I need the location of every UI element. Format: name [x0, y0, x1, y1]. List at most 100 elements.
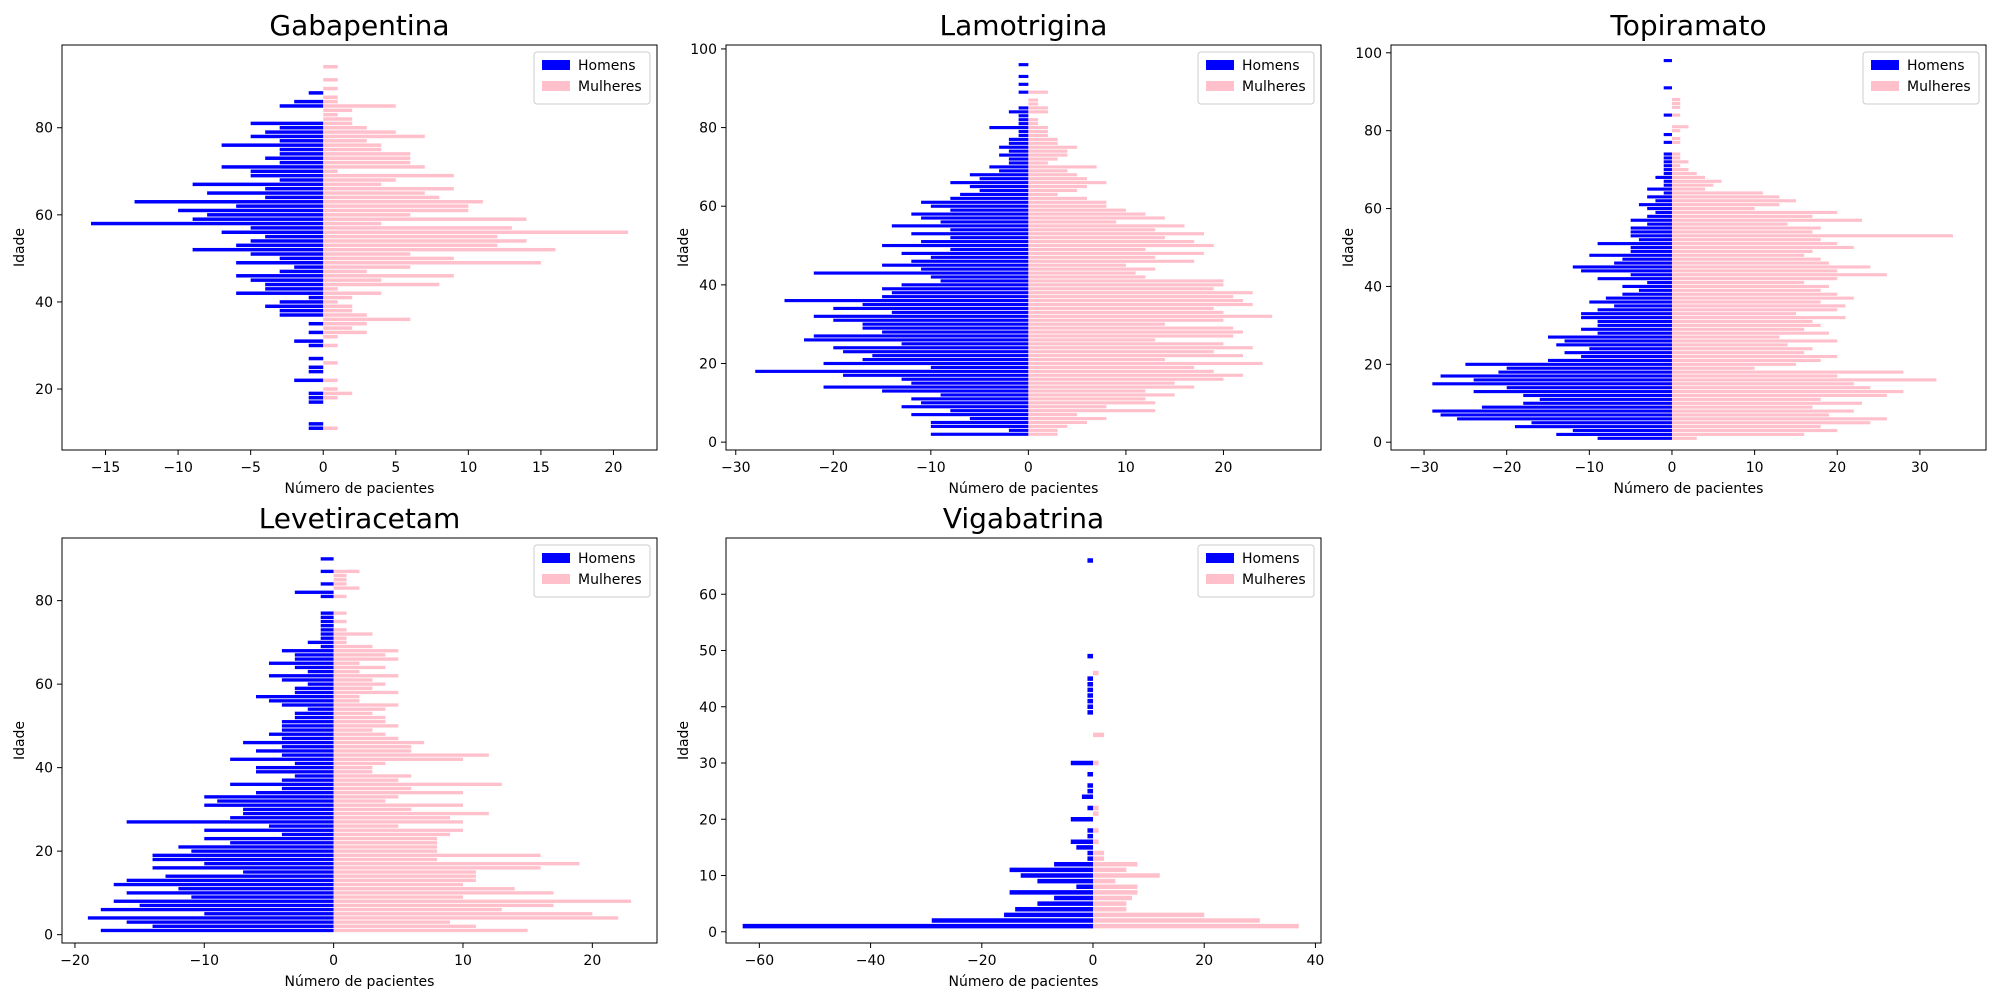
bar [940, 393, 1029, 397]
bar [192, 217, 324, 221]
bar [323, 99, 338, 104]
panel-levetiracetam: −20 −10 0 10 20 0 20 40 60 80 Levetiracetam Número … [12, 502, 658, 990]
bar [1671, 125, 1689, 129]
bar [1671, 187, 1706, 191]
bar [333, 791, 463, 795]
bar [333, 644, 373, 649]
bar [1671, 312, 1796, 316]
bar [1671, 113, 1681, 117]
bar [333, 916, 619, 920]
bar [1548, 358, 1672, 362]
bar [294, 265, 324, 269]
bar [204, 912, 334, 916]
bar [1028, 413, 1078, 417]
bar [1028, 267, 1156, 271]
bar [1028, 279, 1224, 283]
bar [1671, 417, 1887, 421]
bar [320, 594, 334, 599]
axes-frame [61, 537, 658, 944]
bar [862, 302, 1029, 307]
bar [1671, 253, 1805, 257]
bar [308, 330, 324, 335]
bar [1671, 171, 1697, 176]
series-homens [755, 63, 1029, 436]
bar [204, 836, 334, 841]
bar [930, 420, 1029, 425]
bar [323, 186, 454, 191]
bar [281, 786, 334, 791]
bar [1663, 86, 1672, 90]
bar [294, 653, 334, 657]
bar [323, 265, 411, 269]
y-tick-label: 80 [699, 121, 717, 137]
bar [1548, 335, 1672, 339]
bar [1028, 405, 1107, 409]
bar [1028, 247, 1146, 252]
bar [333, 882, 463, 887]
y-tick-label: 100 [690, 42, 717, 58]
bar [1028, 251, 1204, 255]
bar [323, 173, 454, 178]
bar [969, 416, 1029, 421]
bar [1589, 300, 1672, 304]
bar [152, 853, 334, 857]
bar [294, 99, 324, 104]
y-tick-label: 60 [35, 208, 53, 224]
bar [1087, 805, 1094, 811]
x-tick-label: 0 [1024, 460, 1033, 476]
bar [333, 707, 386, 711]
bar [323, 256, 454, 261]
bar [333, 836, 438, 841]
bar [243, 811, 334, 816]
bar [333, 694, 360, 699]
bar [1028, 153, 1068, 157]
bar [279, 152, 324, 156]
bar [1093, 811, 1099, 816]
bar [250, 252, 324, 256]
bar [333, 715, 386, 720]
bar [323, 304, 353, 309]
panel-topiramato: −30 −20 −10 0 10 20 30 0 20 40 60 80 100 Topiramato Nú… [1341, 9, 1987, 497]
bar [307, 682, 334, 686]
axes-frame [725, 537, 1322, 944]
bar [1655, 175, 1672, 179]
bar [921, 216, 1029, 220]
bar [1028, 149, 1068, 153]
bar [1008, 149, 1029, 153]
y-tick-label: 40 [699, 278, 717, 294]
bar [230, 782, 334, 787]
bar [1671, 203, 1780, 207]
bar [1028, 373, 1243, 377]
legend-swatch-mulheres [542, 81, 570, 91]
bar [1008, 110, 1029, 114]
bar [1473, 378, 1672, 382]
bar [921, 200, 1029, 204]
x-tick-label: 40 [1307, 953, 1325, 969]
bar [281, 728, 334, 732]
bar [281, 778, 334, 782]
bar [1671, 351, 1805, 355]
bar [1481, 405, 1672, 409]
bar [950, 236, 1029, 240]
bar [1028, 420, 1087, 425]
bar [1432, 409, 1672, 413]
bar [281, 724, 334, 728]
bar [979, 177, 1029, 181]
bar [1008, 428, 1029, 432]
bar [1028, 263, 1126, 267]
bar [901, 283, 1029, 287]
bar [323, 226, 512, 230]
bar [1028, 283, 1224, 287]
bar [323, 108, 353, 113]
bar [1597, 319, 1672, 324]
bar [333, 757, 463, 761]
bar [1506, 386, 1672, 390]
bar [1093, 890, 1138, 895]
bar [1498, 370, 1672, 374]
bar [256, 694, 334, 699]
bar [320, 628, 334, 632]
bar [1671, 234, 1953, 238]
bar [882, 330, 1029, 334]
bar [930, 275, 1029, 279]
bar [1630, 245, 1672, 250]
